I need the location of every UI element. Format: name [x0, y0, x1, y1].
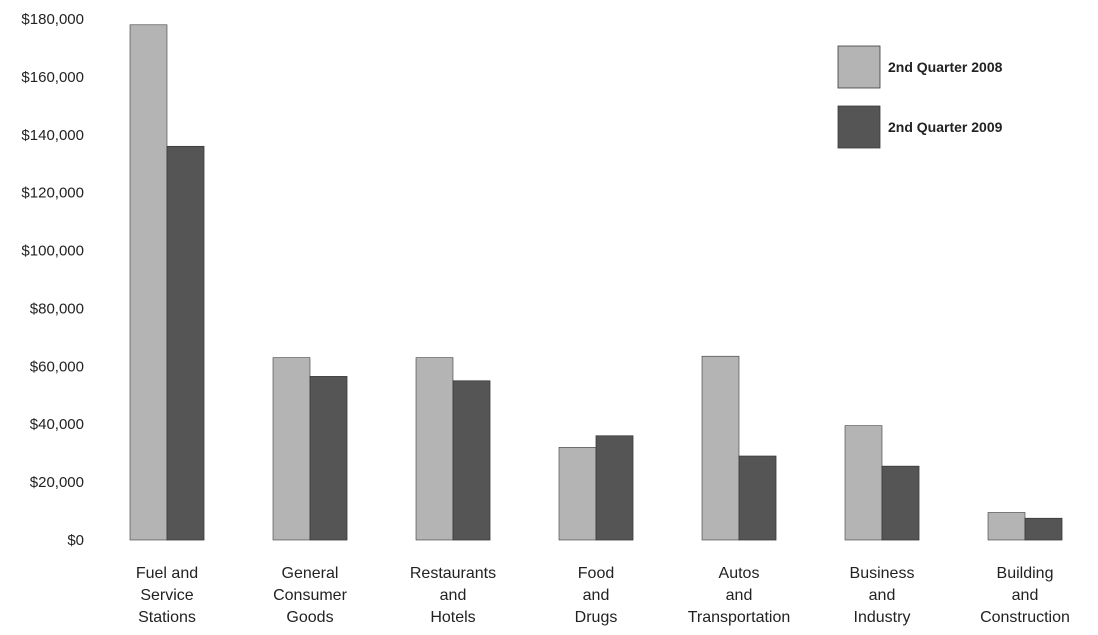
bar-q2-2008: [558, 447, 597, 541]
x-category-label-line: and: [583, 587, 610, 604]
x-category-label-line: Industry: [854, 609, 911, 626]
bar-q2-2009: [595, 435, 634, 541]
x-category-label-line: Hotels: [430, 609, 475, 626]
x-category-label-line: and: [726, 587, 753, 604]
x-category-label: Food and Drugs: [575, 565, 618, 626]
y-tick-label: $40,000: [30, 416, 84, 433]
y-tick-label: $0: [67, 532, 84, 549]
x-category-label-line: Food: [578, 565, 614, 582]
x-category-label-line: and: [440, 587, 467, 604]
x-category-label: Building and Construction: [980, 565, 1070, 626]
y-axis: $0 $20,000 $40,000 $60,000 $80,000 $100,000 $1…: [21, 11, 84, 549]
x-category-label-line: Goods: [286, 609, 333, 626]
legend-swatch-q2-2009: [837, 105, 881, 149]
y-tick-label: $100,000: [21, 243, 84, 260]
x-category-label-line: Restaurants: [410, 565, 496, 582]
x-category-label-line: Autos: [719, 565, 760, 582]
x-category-label-line: Building: [997, 565, 1054, 582]
y-tick-label: $60,000: [30, 358, 84, 375]
x-category-label: Business and Industry: [850, 565, 915, 626]
x-category-label: General Consumer Goods: [273, 565, 347, 626]
legend: 2nd Quarter 2008 2nd Quarter 2009: [837, 45, 1003, 149]
x-category-label: Autos and Transportation: [688, 565, 791, 626]
y-tick-label: $20,000: [30, 474, 84, 491]
bar-q2-2008: [272, 357, 311, 541]
x-category-label-line: Transportation: [688, 609, 791, 626]
bar-q2-2009: [881, 465, 920, 541]
x-category-label: Fuel and Service Stations: [136, 565, 198, 626]
bar-q2-2008: [129, 24, 168, 541]
x-category-label: Restaurants and Hotels: [410, 565, 496, 626]
bar-q2-2009: [309, 376, 348, 541]
y-tick-label: $120,000: [21, 185, 84, 202]
legend-label: 2nd Quarter 2009: [888, 119, 1003, 135]
x-category-label-line: and: [1012, 587, 1039, 604]
x-category-label-line: General: [282, 565, 339, 582]
x-category-label-line: Service: [140, 587, 193, 604]
bar-q2-2008: [844, 425, 883, 541]
y-tick-label: $80,000: [30, 300, 84, 317]
x-category-label-line: Fuel and: [136, 565, 198, 582]
x-category-label-line: Construction: [980, 609, 1070, 626]
x-category-label-line: Consumer: [273, 587, 347, 604]
bar-q2-2009: [738, 455, 777, 541]
x-category-label-line: Drugs: [575, 609, 618, 626]
bar-q2-2009: [1024, 517, 1063, 541]
legend-label: 2nd Quarter 2008: [888, 59, 1003, 75]
x-category-label-line: and: [869, 587, 896, 604]
x-category-label-line: Stations: [138, 609, 196, 626]
bar-q2-2008: [701, 355, 740, 541]
bar-q2-2008: [987, 512, 1026, 541]
legend-swatch-q2-2008: [837, 45, 881, 89]
x-axis: Fuel and Service Stations General Consumer Go…: [136, 565, 1070, 626]
y-tick-label: $140,000: [21, 127, 84, 144]
bars: [129, 24, 1063, 541]
bar-q2-2008: [415, 357, 454, 541]
bar-q2-2009: [452, 380, 491, 541]
bar-q2-2009: [166, 145, 205, 541]
y-tick-label: $160,000: [21, 69, 84, 86]
x-category-label-line: Business: [850, 565, 915, 582]
y-tick-label: $180,000: [21, 11, 84, 28]
